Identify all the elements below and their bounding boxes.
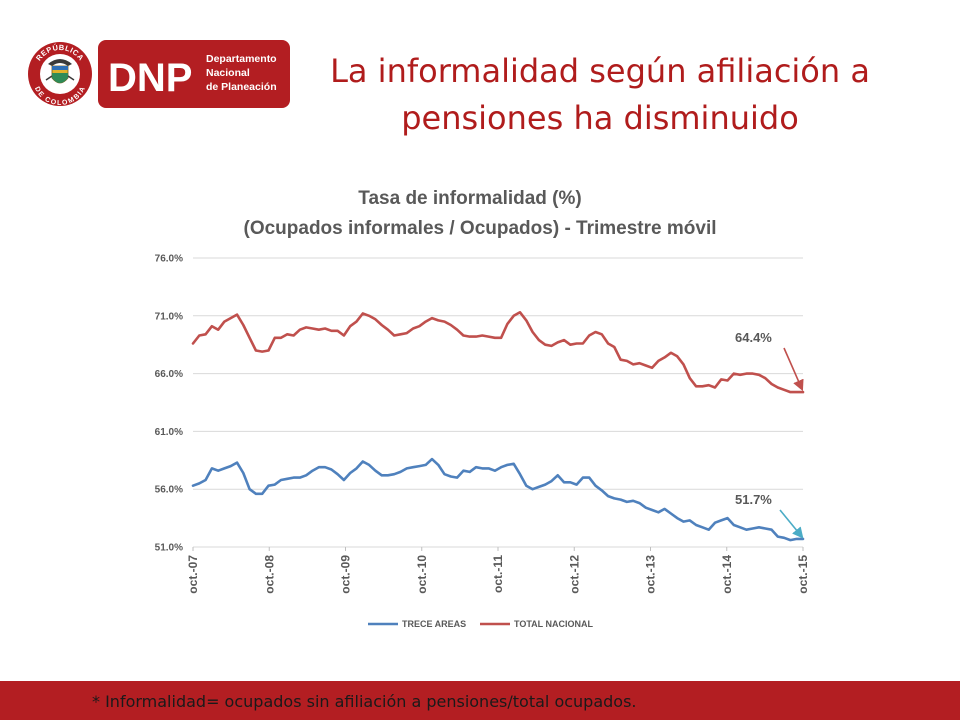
annotation-arrow	[779, 509, 804, 539]
y-tick-label: 56.0%	[155, 485, 183, 496]
y-tick-label: 61.0%	[155, 427, 183, 438]
legend-label: TOTAL NACIONAL	[514, 619, 593, 629]
x-tick-label: oct.-12	[567, 555, 581, 594]
y-axis-ticks: 76.0% 71.0% 66.0% 61.0% 56.0% 51.0%	[155, 254, 183, 554]
x-tick-label: oct.-14	[720, 555, 734, 594]
x-axis-ticks: oct.-07 oct.-08 oct.-09 oct.-10 oct.-11 oct.-…	[186, 547, 810, 594]
dnp-name-line-2: Nacional	[206, 67, 250, 79]
y-tick-label: 76.0%	[155, 254, 183, 265]
gridlines	[193, 257, 803, 548]
annotation-arrow	[783, 347, 804, 392]
series-line-total-nacional	[191, 311, 805, 394]
coat-of-arms-icon	[45, 59, 75, 84]
x-tick-label: oct.-09	[339, 555, 353, 594]
dnp-logo-graphic: REPÚBLICA DE COLOMBIA DNP Departamento N…	[28, 40, 290, 108]
x-tick-label: oct.-08	[262, 555, 276, 594]
chart-title-line-1: Tasa de informalidad (%)	[358, 188, 581, 209]
informality-line-chart: Tasa de informalidad (%) (Ocupados infor…	[120, 175, 840, 645]
dnp-name-line-1: Departamento	[206, 53, 277, 65]
y-tick-label: 51.0%	[155, 543, 183, 554]
legend: TRECE AREAS TOTAL NACIONAL	[368, 619, 593, 629]
legend-label: TRECE AREAS	[402, 619, 466, 629]
slide-title-line-2: pensiones ha disminuido	[401, 99, 799, 137]
footnote: * Informalidad= ocupados sin afiliación …	[92, 692, 637, 711]
x-tick-label: oct.-15	[796, 555, 810, 594]
dnp-plate	[98, 40, 290, 108]
dnp-name-line-3: de Planeación	[206, 81, 277, 93]
x-tick-label: oct.-11	[491, 555, 505, 593]
x-tick-label: oct.-13	[644, 555, 658, 594]
annotation-label: 64.4%	[735, 330, 772, 345]
y-tick-label: 71.0%	[155, 311, 183, 322]
slide-title-line-1: La informalidad según afiliación a	[330, 52, 870, 90]
dnp-logo: REPÚBLICA DE COLOMBIA DNP Departamento N…	[26, 40, 290, 108]
x-tick-label: oct.-10	[415, 555, 429, 594]
series-lines	[191, 311, 805, 542]
dnp-acronym: DNP	[108, 56, 192, 100]
slide-title: La informalidad según afiliación a pensi…	[300, 48, 900, 142]
x-tick-label: oct.-07	[186, 555, 200, 594]
chart-canvas: Tasa de informalidad (%) (Ocupados infor…	[155, 188, 810, 629]
y-tick-label: 66.0%	[155, 369, 183, 380]
chart-title-line-2: (Ocupados informales / Ocupados) - Trime…	[244, 218, 717, 239]
annotations: 64.4% 51.7%	[735, 330, 804, 539]
annotation-label: 51.7%	[735, 492, 772, 507]
series-line-trece-areas	[191, 457, 805, 542]
footer-bar: * Informalidad= ocupados sin afiliación …	[0, 681, 960, 720]
